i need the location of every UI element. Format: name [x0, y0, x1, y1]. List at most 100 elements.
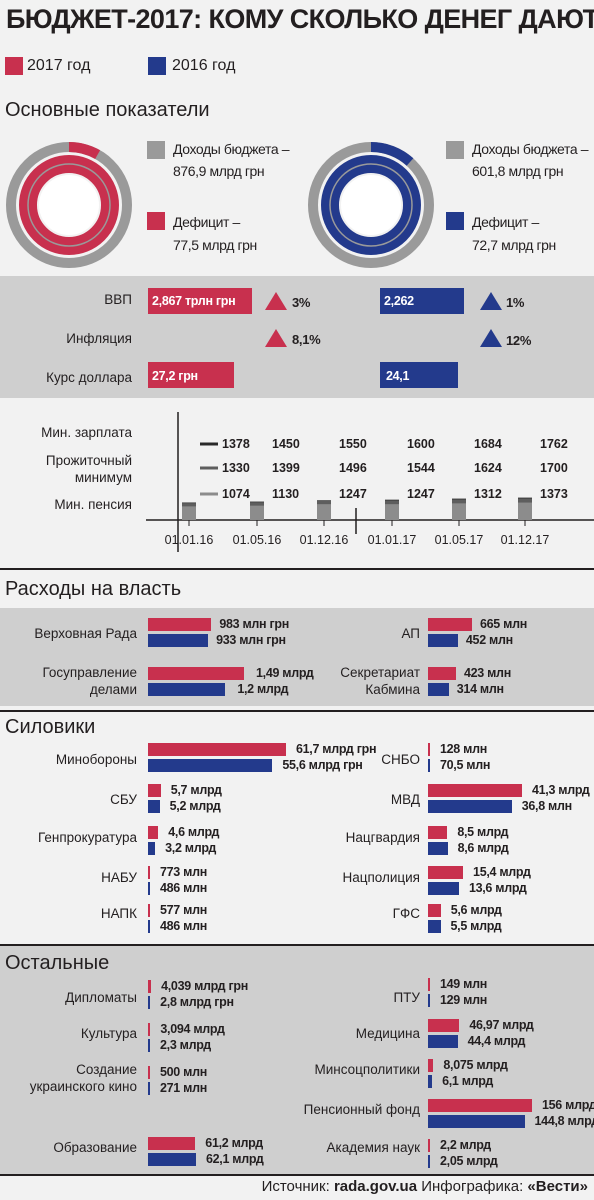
value-2016: 70,5 млн — [440, 758, 491, 772]
value-2017: 156 млрд — [542, 1098, 594, 1112]
value-2016: 3,2 млрд — [165, 841, 217, 855]
label-secr-2: Кабмина — [365, 682, 420, 697]
gdp-2017-value: 2,867 трлн грн — [152, 294, 236, 308]
bar-2016 — [148, 920, 150, 933]
gdp-2016-value: 2,262 — [384, 294, 414, 308]
value-2017: 8,5 млрд — [457, 825, 509, 839]
usd-label: Курс доллара — [46, 370, 132, 385]
category-label: ГФС — [392, 906, 420, 921]
data-label: 1247 — [407, 487, 435, 501]
value-2017: 149 млн — [440, 977, 487, 991]
value-2017: 5,7 млрд — [170, 783, 222, 797]
value-2016: 8,6 млрд — [457, 841, 509, 855]
bar-2017 — [148, 866, 150, 879]
label-secr-1: Секретариат — [340, 665, 420, 680]
revenue-2016-swatch — [446, 141, 464, 159]
gdp-2016-growth: 1% — [506, 295, 525, 310]
gdp-2016-bar — [380, 288, 464, 314]
divider — [0, 568, 594, 570]
legend-revenue-swatch — [147, 141, 165, 159]
data-label: 1330 — [222, 461, 250, 475]
section-title-others: Остальные — [5, 952, 110, 974]
data-label: 1399 — [272, 461, 300, 475]
inflation-label: Инфляция — [66, 331, 132, 346]
social-label-pension: Мин. пенсия — [54, 497, 132, 512]
bar-2017 — [148, 667, 244, 680]
value-2017: 2,2 млрд — [440, 1138, 491, 1152]
up-triangle-icon — [265, 329, 287, 347]
value-2016: 2,8 млрд грн — [160, 995, 234, 1009]
deficit-2017-value: 77,5 млрд грн — [173, 237, 257, 253]
bar-2016 — [428, 1035, 458, 1048]
value-2017: 4,039 млрд грн — [161, 979, 248, 993]
bar-2017 — [148, 1023, 151, 1036]
usd-2016-bar — [380, 362, 458, 388]
value-2016: 486 млн — [160, 881, 207, 895]
value-2017: 983 млн грн — [219, 617, 289, 631]
data-label: 1130 — [272, 487, 299, 501]
value-2017: 773 млн — [160, 865, 207, 879]
gdp-label: ВВП — [104, 292, 132, 307]
power-band — [0, 608, 594, 706]
bar-2016 — [148, 842, 156, 855]
category-label: Нацгвардия — [345, 830, 420, 845]
value-2016: 36,8 млн — [521, 799, 572, 813]
usd-2017-value: 27,2 грн — [152, 369, 198, 383]
category-label: СБУ — [110, 792, 137, 807]
label-rada: Верховная Рада — [34, 626, 137, 641]
donut-2016 — [308, 141, 434, 268]
category-label: Культура — [80, 1026, 137, 1041]
category-label: СНБО — [381, 752, 420, 767]
inflation-2017: 8,1% — [292, 332, 321, 347]
data-label: 1074 — [222, 487, 250, 501]
category-label: Минобороны — [55, 752, 137, 767]
bar-2016 — [148, 634, 209, 647]
value-2017: 41,3 млрд — [532, 783, 590, 797]
bar-2016 — [428, 1115, 525, 1128]
value-2016: 2,3 млрд — [160, 1038, 211, 1052]
bar-2016 — [148, 1039, 150, 1052]
x-tick-label: 01.12.16 — [300, 533, 349, 547]
bar-2016 — [428, 994, 430, 1007]
page-title: БЮДЖЕТ-2017: КОМУ СКОЛЬКО ДЕНЕГ ДАЮТ — [6, 4, 594, 34]
section-title-power: Расходы на власть — [5, 578, 182, 600]
bar-2017 — [428, 1139, 430, 1152]
value-2017: 5,6 млрд — [450, 903, 502, 917]
data-label: 1373 — [540, 487, 568, 501]
category-label: Генпрокуратура — [37, 830, 137, 845]
category-label: Создание — [76, 1062, 137, 1077]
divider — [0, 944, 594, 946]
bar-2017 — [428, 743, 430, 756]
data-label: 1684 — [474, 437, 502, 451]
value-2017: 15,4 млрд — [473, 865, 531, 879]
deficit-2016-swatch — [446, 212, 464, 230]
source-link[interactable]: rada.gov.ua — [333, 1178, 418, 1195]
gdp-2017-bar — [148, 288, 252, 314]
value-2017: 8,075 млрд — [443, 1058, 508, 1072]
category-label: ПТУ — [393, 990, 420, 1005]
bar-2017 — [148, 826, 159, 839]
bar-2016 — [428, 1075, 433, 1088]
revenue-2016-label: Доходы бюджета – — [472, 141, 589, 157]
social-standards-chart: 1378 1330 1074 01.01.16 1450 1399 1130 01.05.16… — [146, 412, 594, 552]
bar-2017 — [428, 618, 472, 631]
bar-2017 — [428, 866, 464, 879]
value-2017: 1,49 млрд — [256, 666, 314, 680]
value-2016: 5,2 млрд — [169, 799, 221, 813]
category-label: украинского кино — [29, 1079, 137, 1094]
value-2016: 13,6 млрд — [468, 881, 527, 895]
usd-2016-value: 24,1 — [386, 369, 410, 383]
value-2016: 933 млн грн — [216, 633, 286, 647]
bar-2016 — [428, 634, 458, 647]
bar-2017 — [148, 904, 150, 917]
bar-2016 — [428, 759, 430, 772]
legend-swatch-2017 — [5, 57, 23, 75]
bar-мин-пенсия — [317, 504, 331, 520]
value-2017: 423 млн — [463, 666, 511, 680]
bar-2017 — [428, 978, 430, 991]
up-triangle-icon — [265, 292, 287, 310]
value-2016: 62,1 млрд — [206, 1152, 264, 1166]
label-ap: АП — [401, 626, 420, 641]
up-triangle-icon — [480, 329, 502, 347]
data-label: 1378 — [222, 437, 250, 451]
